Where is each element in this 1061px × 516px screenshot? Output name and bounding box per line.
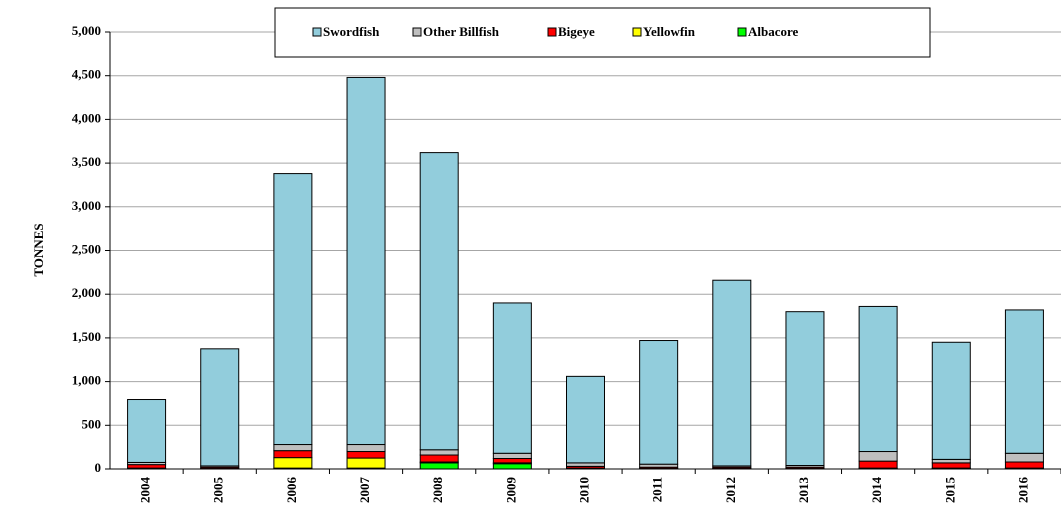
legend-box <box>274 7 931 58</box>
bar-segment <box>931 462 971 469</box>
x-tick-label: 2010 <box>576 477 591 503</box>
y-tick-label: 4,500 <box>72 67 101 82</box>
bar-segment <box>346 444 386 453</box>
bar-segment <box>200 348 240 467</box>
y-tick-label: 0 <box>95 460 102 475</box>
legend-item: Yellowfin <box>632 24 696 39</box>
y-tick-label: 500 <box>82 416 102 431</box>
x-tick-label: 2016 <box>1015 477 1030 504</box>
bar-segment <box>639 340 679 465</box>
bar-segment <box>419 152 459 451</box>
x-tick-label: 2007 <box>357 477 372 504</box>
legend-item: Other Billfish <box>412 24 500 39</box>
y-tick-label: 2,500 <box>72 241 101 256</box>
bar-segment <box>1004 461 1044 469</box>
y-tick-label: 1,000 <box>72 373 101 388</box>
x-tick-label: 2015 <box>942 477 957 504</box>
bar-segment <box>127 399 167 463</box>
bar-segment <box>419 462 459 470</box>
x-tick-label: 2013 <box>796 477 811 504</box>
bar-segment <box>273 457 313 469</box>
y-tick-label: 4,000 <box>72 110 101 125</box>
bar-segment <box>419 454 459 463</box>
legend-swatch <box>737 27 747 37</box>
legend-item: Albacore <box>737 24 799 39</box>
x-tick-label: 2008 <box>430 477 445 504</box>
bar-segment <box>1004 309 1044 454</box>
legend-label: Swordfish <box>323 24 380 39</box>
x-tick-label: 2006 <box>284 477 299 504</box>
legend-swatch <box>412 27 422 37</box>
bar-segment <box>346 76 386 446</box>
legend-label: Albacore <box>748 24 799 39</box>
y-tick-label: 1,500 <box>72 329 101 344</box>
x-tick-label: 2014 <box>869 477 884 504</box>
x-tick-label: 2009 <box>503 477 518 504</box>
y-axis-label: TONNES <box>31 223 46 276</box>
legend-label: Bigeye <box>558 24 595 39</box>
bar-segment <box>931 458 971 464</box>
bar-segment <box>858 460 898 469</box>
bar-segment <box>273 450 313 459</box>
legend-label: Yellowfin <box>643 24 696 39</box>
legend-label: Other Billfish <box>423 24 500 39</box>
bar-segment <box>492 302 532 454</box>
legend-item: Bigeye <box>547 24 595 39</box>
bar-segment <box>785 311 825 467</box>
x-tick-label: 2004 <box>138 477 153 504</box>
bar-segment <box>273 444 313 452</box>
bar-segment <box>566 462 605 467</box>
bar-segment <box>1004 452 1044 463</box>
x-tick-label: 2012 <box>723 477 738 503</box>
bar-segment <box>346 457 386 469</box>
bar-segment <box>492 452 532 460</box>
bar-segment <box>492 463 532 470</box>
y-tick-label: 3,000 <box>72 198 101 213</box>
bar-segment <box>858 451 898 462</box>
bar-segment <box>566 375 605 464</box>
y-tick-label: 5,000 <box>72 23 101 38</box>
bar-segment <box>931 341 971 460</box>
legend-swatch <box>312 27 322 37</box>
bar-segment <box>419 449 459 456</box>
legend-item: Swordfish <box>312 24 380 39</box>
y-tick-label: 2,000 <box>72 285 101 300</box>
bar-segment <box>127 464 167 469</box>
bar-segment <box>273 173 313 446</box>
legend-swatch <box>632 27 642 37</box>
legend-swatch <box>547 27 557 37</box>
bar-segment <box>492 458 532 464</box>
bar-segment <box>712 279 752 467</box>
bar-segment <box>346 451 386 459</box>
bar-segment <box>858 305 898 453</box>
x-tick-label: 2011 <box>650 477 665 502</box>
y-tick-label: 3,500 <box>72 154 101 169</box>
x-tick-label: 2005 <box>211 477 226 504</box>
